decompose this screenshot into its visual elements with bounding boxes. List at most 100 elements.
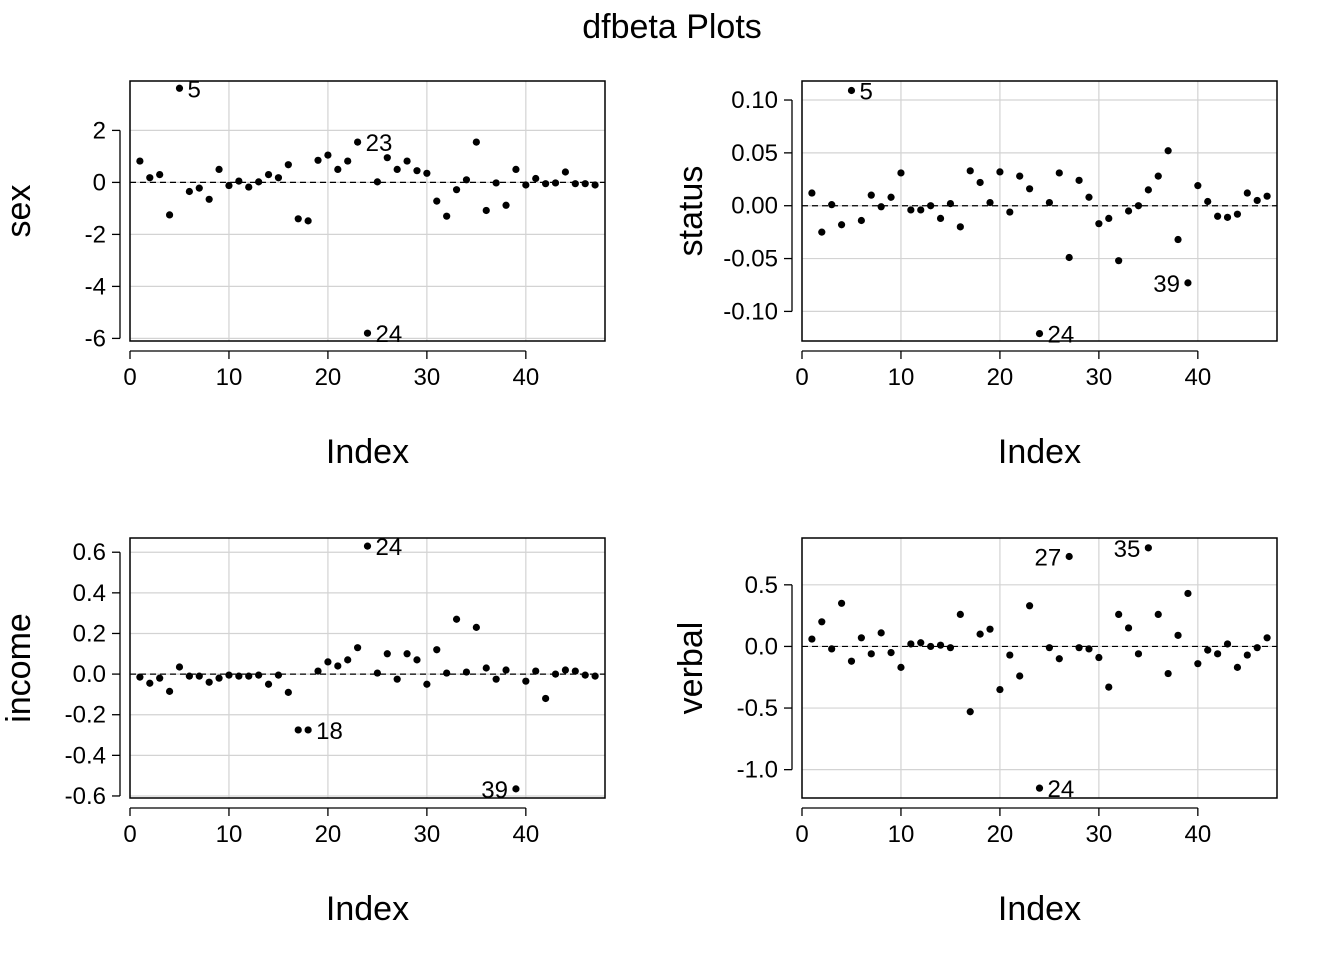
data-point: [393, 165, 401, 173]
data-point: [334, 662, 342, 670]
data-point: [255, 178, 263, 186]
data-point: [542, 694, 550, 703]
data-point: [976, 178, 984, 187]
data-point: [828, 201, 836, 209]
data-point: [808, 189, 816, 197]
point-annotation: 24: [376, 321, 403, 348]
data-point: [936, 214, 945, 222]
y-axis-title: sex: [0, 185, 38, 238]
data-point: [837, 221, 846, 229]
data-point: [847, 657, 856, 665]
data-point: [373, 178, 381, 186]
data-point: [215, 674, 223, 682]
data-point: [1253, 196, 1261, 205]
data-point: [215, 165, 223, 173]
point-annotation: 23: [366, 130, 393, 157]
data-point: [1105, 214, 1113, 222]
data-point: [1263, 192, 1271, 200]
data-point: [917, 639, 925, 647]
data-point: [324, 151, 332, 159]
data-point: [1263, 634, 1271, 642]
y-tick-label: 0.5: [745, 572, 778, 599]
data-point: [1026, 185, 1034, 193]
data-point: [1095, 220, 1103, 228]
data-point: [1035, 784, 1044, 792]
data-point: [423, 680, 431, 688]
data-point: [373, 669, 381, 677]
y-tick-label: -0.2: [65, 702, 106, 729]
data-point: [165, 687, 174, 695]
x-tick-label: 10: [888, 364, 915, 391]
data-point: [354, 644, 362, 652]
data-point: [1115, 610, 1123, 618]
y-tick-label: 0.10: [731, 87, 778, 114]
data-point: [986, 625, 994, 633]
data-point: [1075, 176, 1083, 184]
data-point: [532, 667, 540, 675]
y-tick-label: -0.05: [723, 246, 778, 273]
data-point: [996, 685, 1004, 694]
data-point: [245, 672, 253, 680]
data-point: [1016, 172, 1024, 180]
plot-frame: [129, 537, 606, 799]
x-tick-label: 30: [1086, 364, 1113, 391]
data-point: [264, 171, 273, 179]
data-point: [571, 180, 579, 188]
data-point: [284, 688, 292, 696]
x-tick-label: 40: [512, 821, 539, 848]
data-point: [1154, 610, 1162, 618]
y-tick-label: -0.10: [723, 298, 778, 325]
data-point: [581, 180, 589, 188]
x-tick-label: 10: [216, 821, 243, 848]
data-point: [532, 174, 540, 183]
x-tick-label: 0: [123, 821, 136, 848]
point-annotation: 27: [1034, 544, 1061, 571]
data-point: [571, 667, 579, 675]
data-point: [274, 174, 283, 182]
data-point: [887, 193, 895, 201]
x-axis-title: Index: [326, 890, 409, 928]
data-point: [1115, 257, 1123, 265]
data-point: [808, 635, 816, 643]
data-point: [175, 663, 184, 671]
plot-frame: [129, 80, 606, 342]
data-point: [274, 671, 283, 679]
data-point: [304, 726, 312, 734]
data-point: [1204, 646, 1212, 654]
data-point: [482, 206, 490, 215]
data-point: [857, 216, 865, 225]
data-point: [1026, 602, 1034, 610]
data-point: [1194, 182, 1202, 190]
data-point: [383, 154, 391, 162]
y-tick-label: 0.05: [731, 140, 778, 167]
data-point: [413, 167, 421, 175]
data-point: [927, 202, 935, 210]
data-point: [294, 726, 302, 734]
x-tick-label: 20: [987, 364, 1014, 391]
data-point: [1134, 650, 1143, 658]
y-tick-label: -0.4: [65, 742, 106, 769]
data-point: [245, 183, 253, 191]
data-point: [136, 673, 144, 681]
data-point: [225, 671, 233, 679]
x-tick-label: 30: [414, 821, 441, 848]
data-point: [591, 672, 599, 680]
x-axis-title: Index: [998, 433, 1081, 471]
data-point: [1035, 330, 1044, 338]
data-point: [433, 646, 441, 654]
data-point: [1065, 253, 1073, 262]
x-tick-label: 0: [123, 364, 136, 391]
data-point: [314, 667, 322, 675]
data-point: [877, 629, 885, 637]
data-point: [1184, 279, 1192, 287]
data-point: [1085, 193, 1093, 201]
data-point: [443, 669, 451, 677]
data-point: [1253, 644, 1261, 652]
data-point: [1223, 640, 1232, 648]
data-point: [492, 675, 500, 683]
data-point: [837, 599, 846, 607]
data-point: [304, 217, 312, 225]
data-point: [818, 618, 826, 626]
point-annotation: 24: [1048, 776, 1075, 803]
